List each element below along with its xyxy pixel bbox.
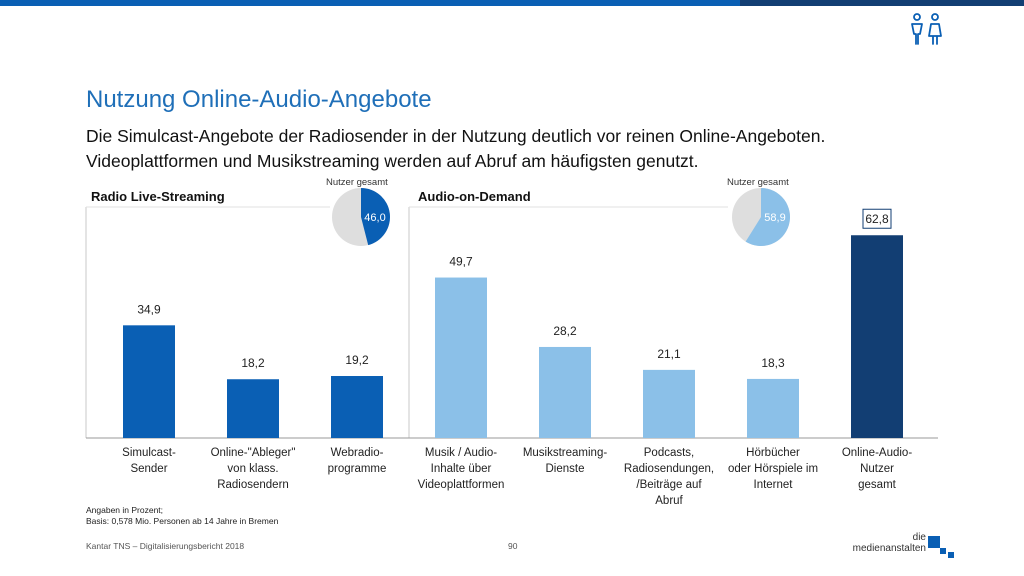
footnote-line-2: Basis: 0,578 Mio. Personen ab 14 Jahre i… (86, 516, 279, 526)
bar-value-box-7 (862, 208, 892, 229)
group-label-radio-live: Radio Live-Streaming (91, 189, 225, 204)
category-label-6-line-0: Hörbücher (746, 447, 800, 459)
category-label-4-line-1: Dienste (546, 463, 585, 475)
category-label-7-line-0: Online-Audio- (842, 447, 912, 459)
page-number: 90 (508, 541, 518, 551)
bar-5 (643, 369, 695, 438)
bar-2 (331, 376, 383, 438)
category-label-3-line-2: Videoplattformen (418, 479, 505, 491)
footer-source: Kantar TNS – Digitalisierungsbericht 201… (86, 541, 245, 551)
category-label-1-line-0: Online-"Ableger" (211, 447, 296, 459)
category-label-0-line-1: Sender (130, 463, 167, 475)
top-accent-bar (0, 0, 1024, 6)
category-label-6-line-1: oder Hörspiele im (728, 463, 818, 475)
footnote: Angaben in Prozent; Basis: 0,578 Mio. Pe… (86, 505, 278, 527)
logo-squares-icon (928, 536, 954, 558)
category-label-6-line-2: Internet (754, 479, 794, 491)
top-accent-bar-dark (740, 0, 1024, 6)
page-subtitle: Die Simulcast-Angebote der Radiosender i… (86, 126, 826, 171)
group-label-audio-on-demand: Audio-on-Demand (418, 189, 531, 204)
category-label-5-line-1: Radiosendungen, (624, 463, 714, 475)
category-label-2-line-0: Webradio- (331, 447, 384, 459)
pie-1-share (745, 188, 791, 246)
bar-0 (123, 325, 175, 438)
bar-value-label-1: 18,2 (241, 356, 265, 370)
category-label-7-line-2: gesamt (858, 479, 897, 491)
bar-6 (747, 378, 799, 438)
bar-value-label-6: 18,3 (761, 356, 785, 370)
pie-1-value-label: 58,9 (764, 212, 785, 224)
bar-value-label-2: 19,2 (345, 353, 369, 367)
category-label-5-line-3: Abruf (655, 495, 683, 507)
page-title: Nutzung Online-Audio-Angebote (86, 86, 432, 113)
logo-line-2: medienanstalten (852, 543, 926, 554)
bar-value-label-0: 34,9 (137, 302, 161, 316)
logo-text: die medienanstalten (853, 532, 926, 554)
category-label-5-line-0: Podcasts, (644, 447, 695, 459)
category-label-0-line-0: Simulcast- (122, 447, 176, 459)
category-label-1-line-2: Radiosendern (217, 479, 289, 491)
logo-line-1: die (912, 532, 926, 543)
category-label-3-line-1: Inhalte über (431, 463, 492, 475)
bar-4 (539, 346, 591, 438)
pie-label-audio-on-demand: Nutzer gesamt (727, 177, 789, 188)
bar-7 (851, 235, 903, 438)
category-label-7-line-1: Nutzer (860, 463, 894, 475)
category-label-2-line-1: programme (328, 463, 387, 475)
bar-3 (435, 277, 487, 438)
footnote-line-1: Angaben in Prozent; (86, 505, 164, 515)
category-label-1-line-1: von klass. (227, 463, 278, 475)
category-label-5-line-2: /Beiträge auf (636, 479, 702, 491)
category-label-4-line-0: Musikstreaming- (523, 447, 608, 459)
pie-label-radio-live: Nutzer gesamt (326, 177, 388, 188)
bar-value-label-7: 62,8 (865, 212, 889, 226)
bar-value-label-4: 28,2 (553, 324, 577, 338)
category-label-3-line-0: Musik / Audio- (425, 447, 497, 459)
pie-0-share (361, 187, 391, 246)
bar-value-label-3: 49,7 (449, 255, 473, 269)
bar-1 (227, 379, 279, 438)
bar-value-label-5: 21,1 (657, 347, 681, 361)
people-icon (911, 13, 942, 45)
pie-0-value-label: 46,0 (364, 212, 385, 224)
